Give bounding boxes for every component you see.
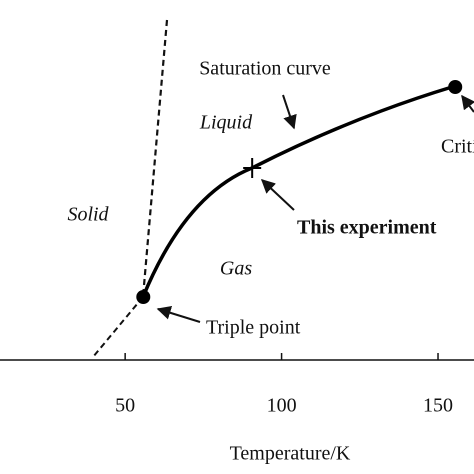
arrow xyxy=(461,94,474,113)
x-tick-label: 100 xyxy=(267,395,297,417)
arrow xyxy=(260,179,295,211)
curve-label: Saturation curve xyxy=(199,58,331,80)
arrow xyxy=(156,306,201,323)
saturation-curve xyxy=(141,85,453,298)
region-label: Liquid xyxy=(199,112,253,134)
point-marker xyxy=(136,290,151,304)
point-marker xyxy=(243,158,262,178)
melting-curve xyxy=(141,19,169,298)
sublimation-curve xyxy=(92,296,144,358)
point-label: This experiment xyxy=(297,217,437,239)
x-tick-label: 50 xyxy=(115,395,135,417)
region-label: Solid xyxy=(67,204,109,226)
x-tick-label: 150 xyxy=(423,395,453,417)
point-label: Triple point xyxy=(206,317,301,339)
point-label: Critical point xyxy=(441,136,474,158)
arrow xyxy=(282,94,297,130)
point-marker xyxy=(448,80,463,94)
x-axis-title: Temperature/K xyxy=(230,443,351,465)
region-label: Gas xyxy=(220,258,252,280)
